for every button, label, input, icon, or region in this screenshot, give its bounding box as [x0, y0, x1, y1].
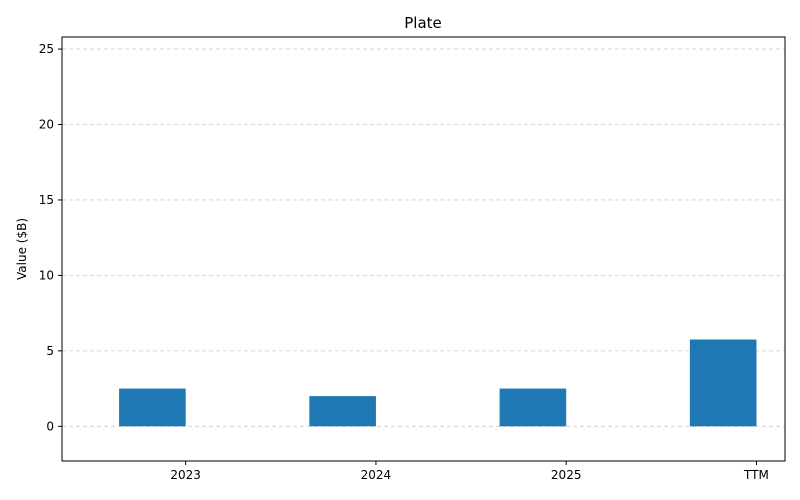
bar	[119, 388, 186, 427]
y-axis-label: Value ($B)	[15, 218, 29, 280]
x-tick-label: TTM	[743, 468, 769, 482]
plot-frame	[61, 36, 786, 462]
y-ticks: 0 5 10 15 20 25	[39, 42, 62, 433]
x-ticks: 2023 2024 2025 TTM	[170, 461, 769, 482]
y-tick-label: 0	[46, 419, 54, 433]
bar	[689, 339, 757, 427]
y-tick-label: 10	[39, 268, 54, 282]
bar	[499, 388, 567, 427]
chart-title: Plate	[404, 14, 442, 32]
y-tick-label: 15	[39, 193, 54, 207]
y-tick-label: 5	[46, 344, 54, 358]
x-tick-label: 2023	[170, 468, 201, 482]
y-tick-label: 20	[39, 118, 54, 132]
x-tick-label: 2024	[361, 468, 392, 482]
grid-lines	[62, 48, 785, 427]
y-tick-label: 25	[39, 42, 54, 56]
bar	[309, 396, 376, 427]
x-tick-label: 2025	[551, 468, 582, 482]
bars	[119, 339, 757, 427]
